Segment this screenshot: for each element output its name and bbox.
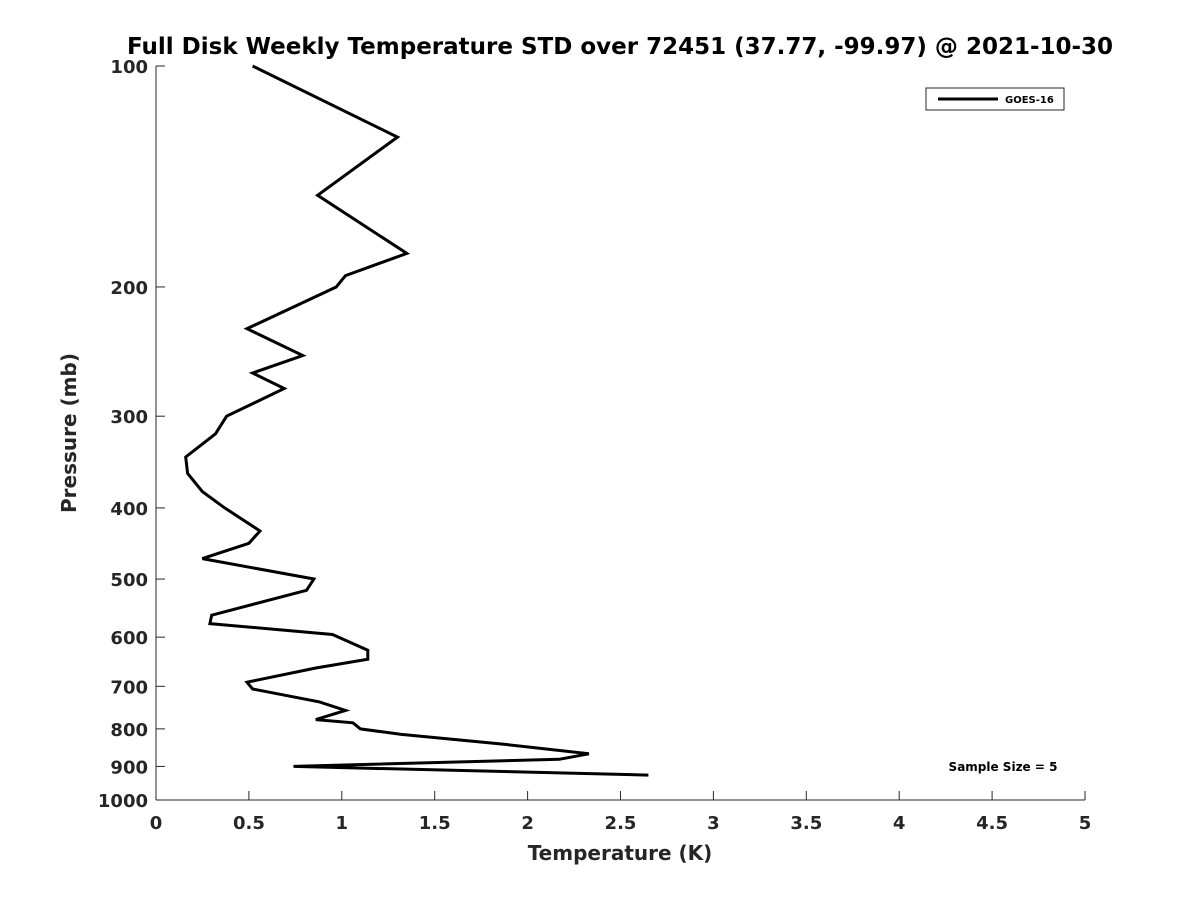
y-tick-label: 200 — [110, 278, 148, 299]
x-tick-label: 0 — [150, 813, 163, 834]
x-tick-label: 2.5 — [605, 813, 637, 834]
x-axis-ticks: 0 0.5 1 1.5 2 2.5 3 3.5 4 4.5 5 — [150, 791, 1092, 834]
x-tick-label: 0.5 — [233, 813, 265, 834]
series-points — [185, 65, 649, 776]
y-tick-label: 300 — [110, 407, 148, 428]
y-axis-ticks: 100 200 300 400 500 600 700 800 900 1000 — [98, 57, 165, 812]
y-tick-label: 100 — [110, 57, 148, 78]
x-tick-label: 2 — [521, 813, 534, 834]
y-tick-label: 900 — [110, 757, 148, 778]
y-tick-label: 700 — [110, 677, 148, 698]
x-tick-label: 4.5 — [976, 813, 1008, 834]
x-tick-label: 3 — [707, 813, 720, 834]
series-line-goes-16 — [184, 64, 649, 777]
sample-size-annotation: Sample Size = 5 — [949, 760, 1058, 774]
y-tick-label: 400 — [110, 499, 148, 520]
legend-label-goes-16: GOES-16 — [1005, 95, 1054, 106]
y-axis-label: Pressure (mb) — [57, 353, 81, 513]
y-tick-label: 1000 — [98, 791, 148, 812]
chart-title: Full Disk Weekly Temperature STD over 72… — [127, 34, 1113, 60]
y-tick-label: 500 — [110, 570, 148, 591]
x-tick-label: 1.5 — [419, 813, 451, 834]
x-tick-label: 3.5 — [790, 813, 822, 834]
x-axis-label: Temperature (K) — [528, 841, 713, 865]
x-tick-label: 5 — [1079, 813, 1092, 834]
x-tick-label: 4 — [893, 813, 906, 834]
x-tick-label: 1 — [336, 813, 349, 834]
plot-area — [156, 66, 1085, 800]
y-tick-label: 800 — [110, 720, 148, 741]
y-tick-label: 600 — [110, 628, 148, 649]
legend: GOES-16 — [925, 87, 1065, 111]
